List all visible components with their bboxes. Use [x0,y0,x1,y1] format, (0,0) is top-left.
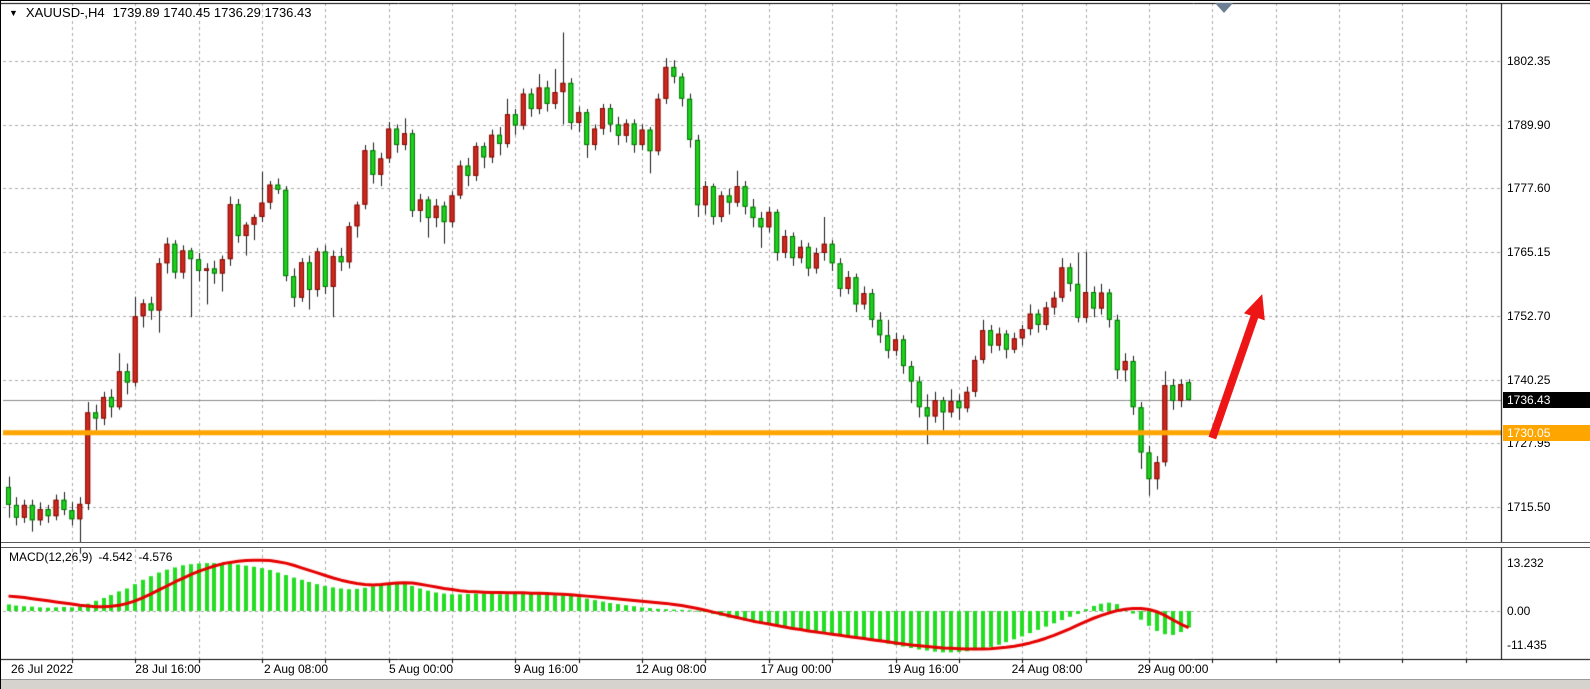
time-axis[interactable]: 26 Jul 2022 28 Jul 16:00 2 Aug 08:00 5 Aug … [1,661,1590,679]
time-axis-label: 17 Aug 00:00 [760,662,832,676]
macd-axis-label: -11.435 [1507,638,1547,652]
window-bottom-edge [1,679,1590,689]
price-axis-label: 1740.25 [1507,373,1551,388]
time-axis-label: 29 Aug 00:00 [1137,662,1209,676]
chart-shift-marker-icon[interactable] [1215,3,1233,13]
time-axis-label: 26 Jul 2022 [10,662,74,676]
macd-value: -4.542 [98,550,133,564]
chart-ohlc-header: ▼ XAUUSD-,H4 1739.89 1740.45 1736.29 173… [9,5,311,20]
macd-axis-label: 13.232 [1507,556,1544,570]
time-axis-label: 2 Aug 08:00 [263,662,329,676]
support-line-price-badge: 1730.05 [1503,424,1590,441]
price-axis-label: 1789.90 [1507,118,1551,132]
macd-indicator-label: MACD(12,26,9) -4.542 -4.576 [9,550,172,564]
price-axis[interactable]: 1802.35 1789.90 1777.60 1765.15 1752.70 1740.… [1503,1,1590,659]
symbol-period-label: XAUUSD-,H4 [25,5,105,20]
time-axis-label: 9 Aug 16:00 [513,662,579,676]
time-axis-label: 19 Aug 16:00 [887,662,959,676]
time-axis-label: 24 Aug 08:00 [1011,662,1083,676]
macd-signal-value: -4.576 [138,550,173,564]
price-axis-label: 1715.50 [1507,500,1551,515]
macd-axis-label: 0.00 [1507,604,1531,618]
time-axis-label: 12 Aug 08:00 [635,662,707,676]
price-axis-label: 1752.70 [1507,309,1551,324]
time-axis-label: 28 Jul 16:00 [135,662,201,676]
pane-separator[interactable] [1,542,1590,548]
time-axis-label: 5 Aug 00:00 [388,662,454,676]
price-axis-label: 1777.60 [1507,181,1551,196]
symbol-dropdown-icon[interactable]: ▼ [9,7,18,18]
price-axis-label: 1765.15 [1507,245,1551,260]
ohlc-values: 1739.89 1740.45 1736.29 1736.43 [112,5,312,20]
current-price-badge: 1736.43 [1503,391,1590,408]
price-axis-label: 1802.35 [1507,54,1551,68]
macd-name: MACD(12,26,9) [9,550,93,564]
